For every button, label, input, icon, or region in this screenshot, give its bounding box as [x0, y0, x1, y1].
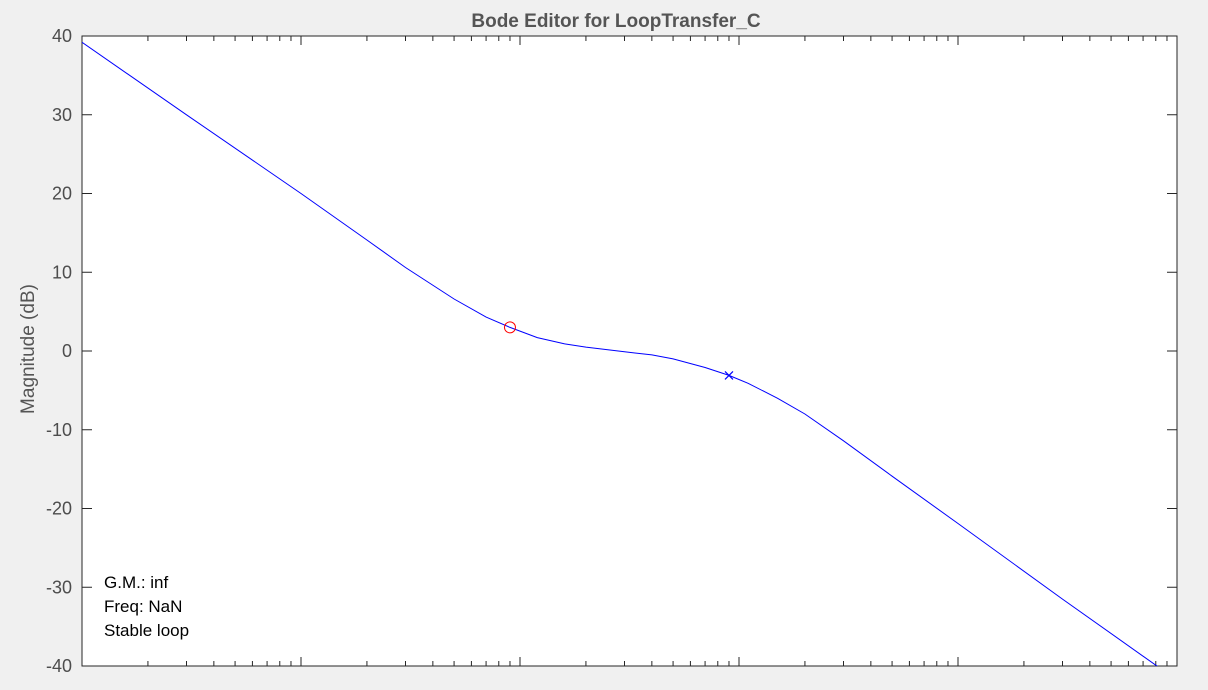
frequency-text: Freq: NaN	[104, 597, 182, 616]
y-tick-label: -40	[46, 656, 72, 676]
y-tick-label: -10	[46, 420, 72, 440]
y-tick-label: -20	[46, 499, 72, 519]
y-axis-label: Magnitude (dB)	[18, 284, 39, 414]
axis-ticks	[81, 35, 1177, 667]
series-group	[82, 41, 1158, 666]
magnitude-line	[82, 41, 1158, 666]
y-tick-label: 20	[52, 184, 72, 204]
chart-title: Bode Editor for LoopTransfer_C	[471, 11, 761, 32]
y-tick-label: 30	[52, 105, 72, 125]
y-tick-label: 0	[62, 341, 72, 361]
pole-marker[interactable]	[724, 370, 734, 380]
plot-area	[81, 35, 1178, 667]
gain-margin-text: G.M.: inf	[104, 573, 169, 592]
zero-marker[interactable]	[503, 321, 516, 334]
marker-group[interactable]	[503, 321, 734, 380]
pole-marker-stroke	[724, 370, 734, 380]
y-tick-label: 40	[52, 26, 72, 46]
y-tick-label: -30	[46, 577, 72, 597]
y-tick-label: 10	[52, 262, 72, 282]
y-tick-labels: 40 30 20 10 0 -10 -20 -30 -40	[46, 26, 72, 676]
stability-text: Stable loop	[104, 621, 189, 640]
